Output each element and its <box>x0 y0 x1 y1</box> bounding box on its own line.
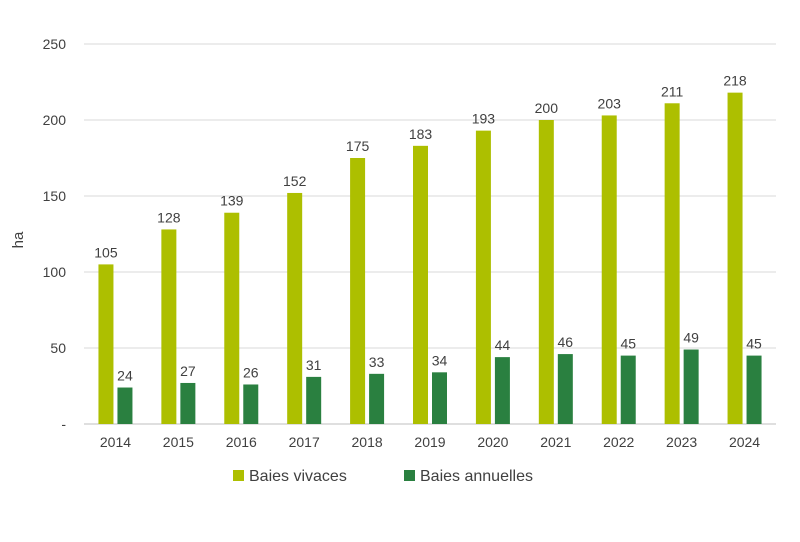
bar-baies-annuelles-2016 <box>243 384 259 424</box>
x-tick-label: 2021 <box>540 434 571 450</box>
x-tick-label: 2024 <box>729 434 760 450</box>
bar-baies-annuelles-2014 <box>117 387 133 424</box>
bar-baies-vivaces-2017 <box>287 192 303 424</box>
x-tick-label: 2020 <box>477 434 508 450</box>
bar-baies-vivaces-2023 <box>664 103 680 424</box>
bar-baies-vivaces-2020 <box>475 130 491 424</box>
data-label-baies-annuelles-2015: 27 <box>180 363 196 379</box>
data-label-baies-annuelles-2019: 34 <box>432 352 448 368</box>
legend-swatch-baies-vivaces <box>233 470 244 481</box>
data-label-baies-vivaces-2019: 183 <box>409 126 433 142</box>
bar-baies-vivaces-2018 <box>350 158 366 424</box>
x-tick-label: 2015 <box>163 434 194 450</box>
data-label-baies-vivaces-2014: 105 <box>94 244 118 260</box>
bar-baies-annuelles-2024 <box>746 355 762 424</box>
bar-baies-vivaces-2019 <box>413 145 428 424</box>
bar-baies-vivaces-2014 <box>98 264 114 424</box>
bar-baies-annuelles-2020 <box>494 357 510 424</box>
data-label-baies-vivaces-2016: 139 <box>220 193 244 209</box>
y-tick-label: 200 <box>43 112 67 128</box>
y-tick-label: 250 <box>43 36 67 52</box>
data-label-baies-vivaces-2022: 203 <box>598 95 622 111</box>
y-tick-label: 150 <box>43 188 67 204</box>
legend-label-baies-vivaces: Baies vivaces <box>249 468 347 485</box>
data-label-baies-annuelles-2023: 49 <box>683 330 699 346</box>
data-label-baies-vivaces-2023: 211 <box>661 83 684 99</box>
bar-baies-vivaces-2021 <box>538 120 554 424</box>
bar-baies-annuelles-2022 <box>620 355 636 424</box>
y-tick-label: 100 <box>43 264 67 280</box>
data-label-baies-annuelles-2024: 45 <box>746 336 762 352</box>
bar-baies-annuelles-2017 <box>306 376 322 424</box>
data-label-baies-annuelles-2022: 45 <box>620 336 636 352</box>
data-label-baies-annuelles-2020: 44 <box>495 337 511 353</box>
x-tick-label: 2019 <box>414 434 445 450</box>
bar-baies-annuelles-2015 <box>180 382 196 424</box>
legend: Baies vivaces Baies annuelles <box>233 468 533 485</box>
y-tick-label: - <box>61 416 66 432</box>
data-label-baies-vivaces-2018: 175 <box>346 138 370 154</box>
y-tick-label: 50 <box>50 340 66 356</box>
x-tick-label: 2022 <box>603 434 634 450</box>
data-label-baies-annuelles-2017: 31 <box>306 357 322 373</box>
y-axis-label: ha <box>10 231 27 248</box>
bar-baies-vivaces-2015 <box>161 229 177 424</box>
data-label-baies-annuelles-2021: 46 <box>558 334 574 350</box>
x-axis-ticks: 2014 2015 2016 2017 2018 2019 2020 2021 2022 2023… <box>100 434 760 450</box>
data-label-baies-vivaces-2021: 200 <box>535 100 559 116</box>
legend-swatch-baies-annuelles <box>404 470 415 481</box>
gridlines <box>84 43 776 425</box>
bar-baies-annuelles-2018 <box>369 373 385 424</box>
x-tick-label: 2017 <box>289 434 320 450</box>
x-tick-label: 2014 <box>100 434 131 450</box>
bar-baies-vivaces-2024 <box>727 92 743 424</box>
data-label-baies-vivaces-2020: 193 <box>472 111 496 127</box>
bar-baies-annuelles-2019 <box>432 372 447 424</box>
x-tick-label: 2016 <box>226 434 257 450</box>
y-axis-ticks: - 50 100 150 200 250 <box>43 36 67 432</box>
bar-baies-vivaces-2022 <box>601 115 617 424</box>
bar-baies-annuelles-2023 <box>683 349 699 424</box>
data-label-baies-vivaces-2017: 152 <box>283 173 307 189</box>
data-label-baies-annuelles-2018: 33 <box>369 354 385 370</box>
bar-baies-vivaces-2016 <box>224 212 240 424</box>
data-label-baies-vivaces-2024: 218 <box>723 73 747 89</box>
legend-label-baies-annuelles: Baies annuelles <box>420 468 533 485</box>
x-tick-label: 2018 <box>352 434 383 450</box>
bars: 105 24 128 27 139 26 152 31 175 33 183 34 193 44 200 46… <box>94 73 762 424</box>
data-label-baies-vivaces-2015: 128 <box>157 209 181 225</box>
data-label-baies-annuelles-2014: 24 <box>117 368 133 384</box>
data-label-baies-annuelles-2016: 26 <box>243 364 259 380</box>
x-tick-label: 2023 <box>666 434 697 450</box>
bar-baies-annuelles-2021 <box>557 354 573 424</box>
